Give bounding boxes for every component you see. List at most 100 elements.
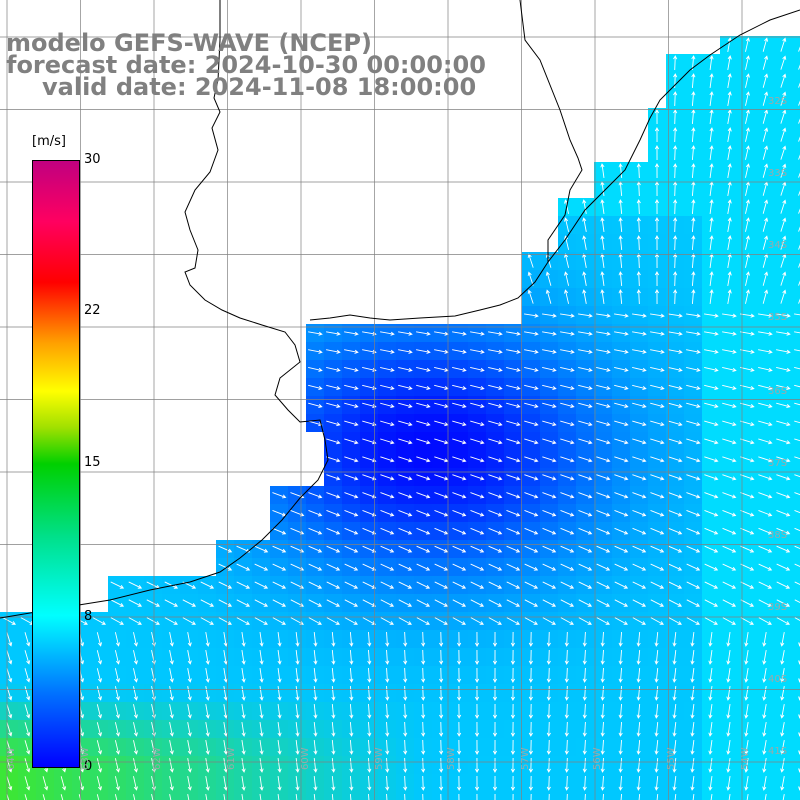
wind-arrow (691, 73, 696, 89)
wind-arrow (618, 253, 623, 269)
wind-arrow (24, 722, 31, 737)
wind-arrow (744, 758, 749, 773)
wind-arrow (722, 599, 737, 607)
wind-arrow (744, 704, 749, 719)
wind-cell (162, 792, 180, 800)
wind-arrow (542, 420, 557, 427)
wind-arrow (668, 349, 683, 354)
wind-arrow (672, 685, 677, 701)
wind-arrow (542, 617, 556, 625)
wind-arrow (758, 492, 773, 499)
wind-arrow (727, 55, 732, 70)
wind-arrow (582, 703, 587, 719)
wind-arrow (169, 740, 174, 755)
wind-arrow (492, 703, 498, 719)
wind-arrow (780, 704, 785, 719)
wind-arrow (133, 740, 138, 755)
wind-arrow (133, 632, 138, 647)
wind-arrow (780, 740, 785, 755)
wind-arrow (564, 271, 570, 286)
wind-arrow (740, 438, 755, 445)
wind-arrow (708, 740, 713, 755)
wind-arrow (331, 721, 336, 737)
wind-arrow (709, 271, 714, 286)
wind-arrow (740, 545, 755, 553)
wind-arrow (380, 527, 395, 535)
wind-arrow (673, 289, 678, 305)
wind-arrow (277, 668, 282, 683)
wind-arrow (726, 722, 731, 737)
wind-cell (792, 576, 800, 594)
wind-arrow (740, 402, 755, 409)
coastline-east (547, 9, 800, 263)
wind-arrow (618, 757, 623, 773)
wind-arrow (452, 599, 467, 607)
wind-arrow (709, 235, 714, 250)
wind-arrow (452, 367, 467, 372)
wind-cell (792, 558, 800, 576)
wind-arrow (542, 581, 557, 589)
wind-arrow (326, 438, 341, 445)
wind-arrow (776, 510, 791, 517)
wind-arrow (668, 367, 683, 372)
wind-arrow (510, 685, 516, 701)
wind-arrow (542, 331, 557, 336)
wind-arrow (600, 703, 605, 719)
wind-arrow (218, 581, 233, 589)
wind-arrow (780, 37, 787, 52)
wind-arrow (708, 668, 713, 683)
wind-arrow (398, 527, 413, 535)
wind-arrow (709, 253, 714, 268)
wind-arrow (492, 667, 498, 683)
wind-arrow (690, 667, 695, 683)
wind-arrow (510, 631, 516, 647)
wind-arrow (564, 217, 570, 232)
wind-arrow (474, 757, 480, 773)
wind-arrow (133, 704, 138, 719)
wind-arrow (632, 581, 647, 589)
wind-arrow (506, 456, 521, 463)
wind-arrow (740, 492, 755, 499)
wind-arrow (295, 793, 298, 800)
wind-arrow (78, 776, 85, 791)
wind-arrow (618, 217, 623, 233)
wind-arrow (236, 617, 250, 625)
wind-arrow (632, 456, 647, 463)
wind-arrow (614, 563, 629, 571)
wind-arrow (349, 739, 354, 755)
wind-arrow (344, 349, 359, 354)
wind-arrow (385, 739, 390, 755)
wind-arrow (710, 794, 713, 800)
wind-arrow (474, 703, 480, 719)
colorbar-tick-8: 8 (84, 609, 93, 624)
wind-arrow (673, 127, 678, 143)
wind-arrow (654, 199, 660, 215)
wind-arrow (704, 527, 719, 535)
wind-arrow (614, 527, 629, 535)
wind-arrow (722, 456, 737, 463)
wind-arrow (272, 563, 287, 571)
wind-arrow (506, 331, 521, 336)
wind-arrow (578, 581, 593, 589)
wind-arrow (691, 91, 696, 107)
wind-arrow (650, 527, 665, 535)
wind-arrow (326, 492, 341, 499)
wind-arrow (722, 563, 737, 571)
wind-arrow (416, 456, 431, 463)
wind-arrow (512, 793, 514, 800)
wind-arrow (745, 271, 750, 286)
wind-arrow (762, 55, 769, 70)
wind-arrow (259, 740, 264, 755)
wind-arrow (524, 331, 539, 336)
wind-arrow (470, 402, 485, 409)
colorbar-tick-0: 0 (84, 759, 93, 774)
wind-arrow (668, 581, 683, 589)
wind-arrow (380, 349, 395, 354)
wind-arrow (440, 793, 442, 800)
wind-arrow (313, 739, 318, 755)
wind-arrow (727, 73, 732, 88)
wind-arrow (259, 686, 264, 701)
wind-arrow (524, 581, 539, 589)
wind-arrow (686, 527, 701, 535)
